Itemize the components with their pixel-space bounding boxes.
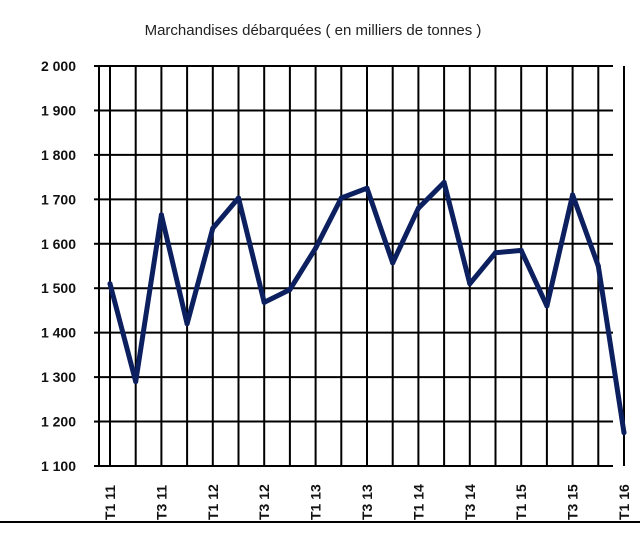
x-tick-label-14: T3 14 [462,484,478,520]
data-point-12 [415,205,421,211]
data-point-7 [287,287,293,293]
x-tick-label-0: T1 11 [102,485,118,520]
data-point-3 [184,321,190,327]
data-point-19 [595,263,601,269]
x-tick-label-18: T3 15 [565,484,581,520]
y-tick-label-6: 1 700 [41,191,76,207]
data-point-18 [570,192,576,198]
x-tick-label-2: T3 11 [153,485,169,520]
data-point-10 [364,185,370,191]
x-tick-label-6: T3 12 [256,484,272,520]
y-tick-label-9: 2 000 [41,58,76,74]
data-point-1 [133,379,139,385]
data-point-17 [544,303,550,309]
x-tick-label-10: T3 13 [359,484,375,520]
chart-title: Marchandises débarquées ( en milliers de… [144,22,482,39]
data-point-13 [441,179,447,185]
y-tick-label-8: 1 900 [41,102,76,118]
data-point-8 [313,245,319,251]
data-point-5 [236,195,241,201]
data-point-0 [107,281,113,287]
y-tick-label-3: 1 400 [41,325,76,341]
x-tick-label-4: T1 12 [205,484,221,520]
y-tick-label-7: 1 800 [41,147,76,163]
y-tick-label-4: 1 500 [41,280,76,296]
y-tick-label-1: 1 200 [41,414,76,430]
x-tick-label-16: T1 15 [513,484,529,520]
y-tick-label-2: 1 300 [41,369,76,385]
x-tick-label-20: T1 16 [616,484,632,520]
data-point-16 [518,247,524,253]
bottom-border [0,521,640,523]
x-tick-label-12: T1 14 [410,484,426,520]
data-point-11 [390,260,396,266]
y-tick-label-0: 1 100 [41,458,76,474]
data-point-4 [210,225,216,231]
data-point-6 [261,299,267,305]
data-point-20 [621,430,627,436]
y-tick-label-5: 1 600 [41,236,76,252]
data-point-14 [467,281,473,287]
data-point-15 [493,250,498,256]
data-point-9 [338,195,344,201]
x-tick-label-8: T1 13 [308,484,324,520]
data-point-2 [158,212,164,218]
